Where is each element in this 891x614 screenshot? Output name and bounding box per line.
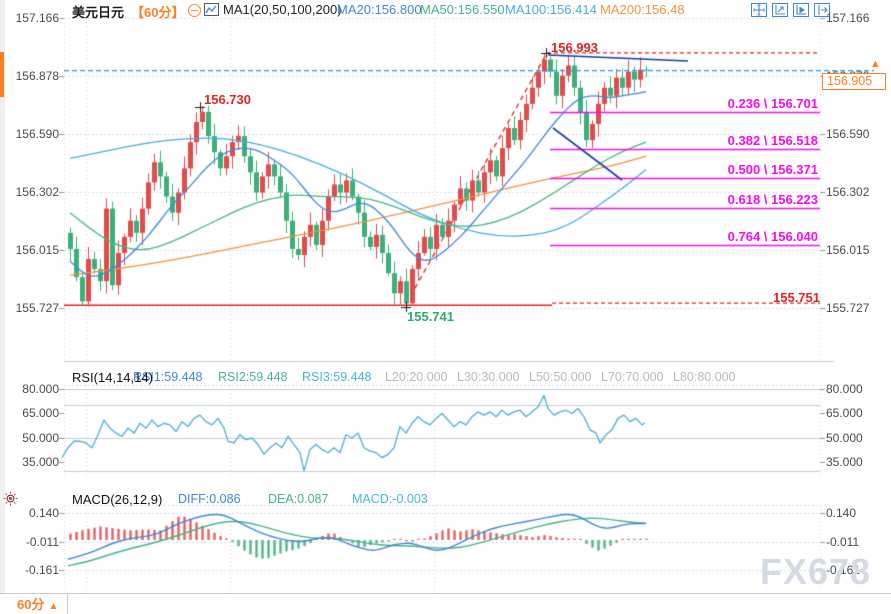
- rsi-axis-label: 50.000: [826, 431, 863, 445]
- indicator-settings-sun-icon[interactable]: [3, 491, 18, 511]
- rsi-axis-label: 65.000: [826, 406, 863, 420]
- macd-axis-label: 0.140: [28, 506, 59, 520]
- price-axis-label: 156.590: [15, 127, 59, 141]
- timeframe-caret-icon: ▲: [48, 601, 59, 612]
- header-ma-value: MA20:156.800: [337, 2, 422, 17]
- rsi-header-value: L20:20.000: [385, 370, 448, 384]
- rsi-axis-label: 35.000: [826, 455, 863, 469]
- price-axis-label: 156.878: [15, 69, 59, 83]
- time-axis-bar: 60分 ▲: [0, 593, 891, 614]
- macd-header-value: DIFF:0.086: [178, 492, 241, 506]
- header-ma-value: MA50:156.550: [420, 2, 505, 17]
- header-ma-value: MA200:156.48: [600, 2, 685, 17]
- timeframe-selector[interactable]: 60分 ▲: [0, 594, 68, 614]
- macd-axis-label: -0.161: [826, 563, 861, 577]
- timeframe-label: 【60分】: [131, 5, 185, 20]
- chart-type-icon[interactable]: [204, 3, 219, 21]
- rsi-axis-label: 80.000: [22, 382, 59, 396]
- pan-right-icon[interactable]: [814, 3, 830, 17]
- price-axis-label: 156.015: [15, 243, 59, 257]
- rsi-header-value: L30:30.000: [457, 370, 520, 384]
- current-price-box: 156.905: [822, 73, 886, 90]
- header-ma-value: MA100:156.414: [505, 2, 597, 17]
- price-axis-label: 155.727: [15, 301, 59, 315]
- price-axis-label: 157.166: [826, 11, 870, 25]
- price-up-arrow-icon: ▲: [870, 58, 881, 70]
- left-scroll-strip: [0, 0, 5, 593]
- price-axis-label: 156.590: [826, 127, 870, 141]
- fib-level-label: 0.618 \ 156.223: [727, 192, 818, 208]
- scale-axis-icon[interactable]: [772, 3, 788, 17]
- price-axis-label: 156.302: [15, 185, 59, 199]
- price-axis-label: 156.015: [826, 243, 870, 257]
- rsi-header-value: L50:50.000: [529, 370, 592, 384]
- fib-level-label: 0.236 \ 156.701: [727, 95, 818, 111]
- support-price-label: 155.751: [773, 290, 820, 305]
- fib-level-label: 0.764 \ 156.040: [727, 228, 818, 244]
- macd-header-value: DEA:0.087: [268, 492, 329, 506]
- low-price-label: 155.741: [407, 309, 454, 324]
- watermark-logo: FX678: [760, 551, 872, 592]
- macd-axis-label: -0.011: [25, 535, 59, 549]
- macd-indicator-label: MACD(26,12,9): [72, 492, 163, 507]
- collapse-icon[interactable]: [188, 4, 201, 17]
- rsi-header-value: L80:80.000: [673, 370, 736, 384]
- scroll-thumb[interactable]: [0, 52, 4, 97]
- rsi-header-value: RSI2:59.448: [218, 370, 288, 384]
- rsi-axis-label: 80.000: [826, 382, 863, 396]
- macd-axis-label: 0.140: [826, 506, 857, 520]
- crosshair-icon[interactable]: [751, 3, 767, 17]
- rsi-axis-label: 50.000: [22, 431, 59, 445]
- price-axis-label: 157.166: [15, 11, 59, 25]
- macd-axis-label: -0.161: [24, 563, 59, 577]
- rsi-indicator-label: RSI(14,14,14): [72, 370, 153, 385]
- rsi-header-value: RSI1:59.448: [133, 370, 203, 384]
- play-forward-icon[interactable]: [793, 3, 809, 17]
- peak-price-label: 156.993: [551, 40, 598, 55]
- rsi-axis-label: 65.000: [22, 406, 59, 420]
- macd-header-value: MACD:-0.003: [352, 492, 428, 506]
- rsi-axis-label: 35.000: [22, 455, 59, 469]
- timeframe-text: 60分: [17, 597, 45, 612]
- macd-axis-label: -0.011: [826, 535, 860, 549]
- fib-level-label: 0.382 \ 156.518: [727, 132, 818, 148]
- rsi-header-value: L70:70.000: [601, 370, 664, 384]
- ma-group-label: MA1(20,50,100,200): [223, 2, 342, 17]
- rsi-header-value: RSI3:59.448: [302, 370, 372, 384]
- symbol-title: 美元日元: [72, 5, 125, 20]
- fib-level-label: 0.500 \ 156.371: [727, 162, 818, 178]
- price-axis-label: 156.302: [826, 185, 870, 199]
- left-peak-price-label: 156.730: [204, 92, 251, 107]
- chart-toolbar: [751, 3, 830, 17]
- price-axis-label: 155.727: [826, 301, 870, 315]
